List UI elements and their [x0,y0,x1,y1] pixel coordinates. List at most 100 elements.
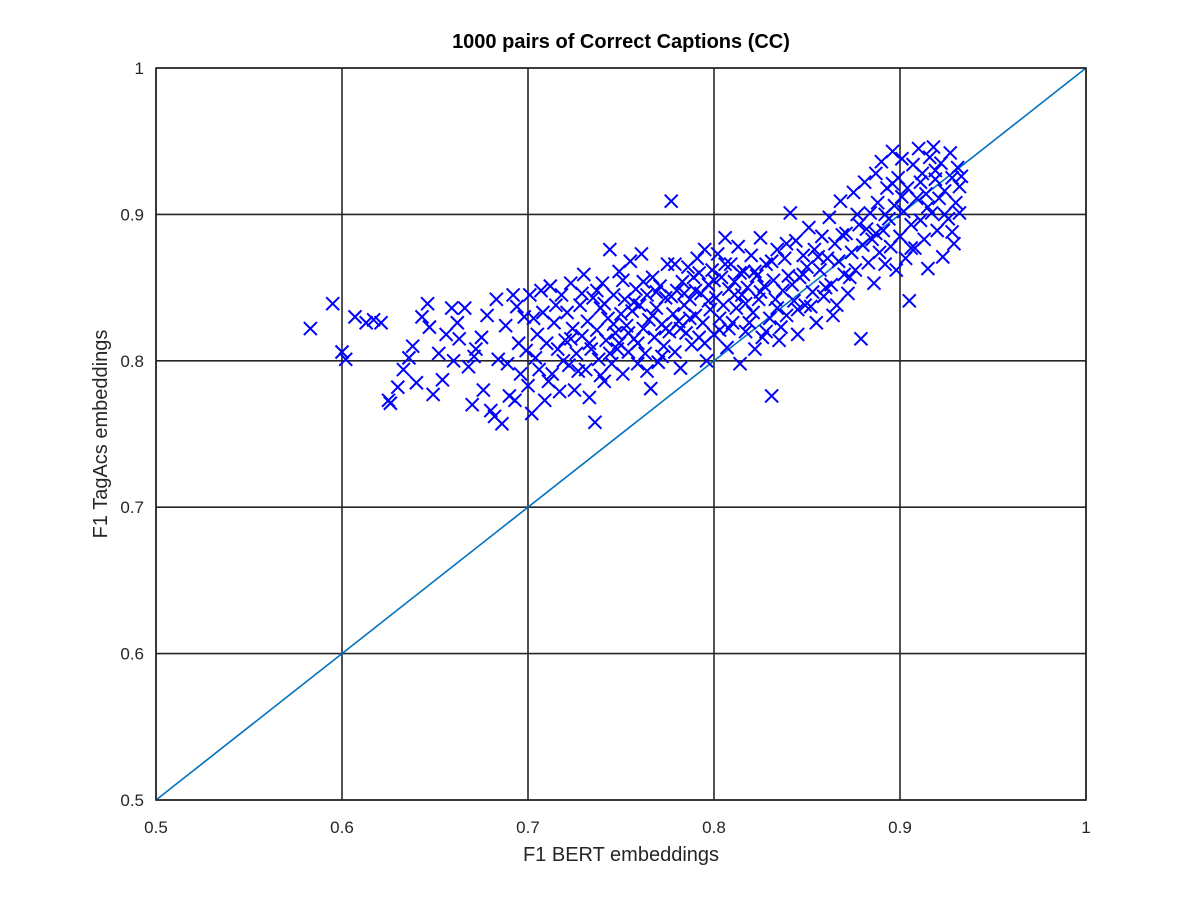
data-point [797,297,813,313]
data-point [444,300,459,316]
data-point [948,195,964,210]
data-point [572,297,588,313]
data-point [831,254,846,269]
data-point [665,306,681,322]
data-point [807,242,822,257]
data-point [913,213,928,228]
data-point [557,333,573,348]
data-point [790,302,805,317]
data-point [574,286,590,301]
data-point [682,311,698,326]
x-tick-label: 0.5 [144,818,168,837]
data-point [489,292,504,307]
data-point [691,265,707,281]
data-point [513,366,528,382]
data-point [598,333,614,348]
data-point [857,174,872,190]
data-point [643,381,658,396]
data-point [771,333,787,348]
data-point [491,352,506,367]
data-point [507,393,523,408]
data-point [645,308,660,323]
data-point [476,382,491,398]
data-point [935,249,950,265]
data-point [451,331,467,347]
data-point [597,296,612,311]
data-point [743,248,759,263]
data-point [944,224,960,240]
data-point [717,256,733,272]
data-point [922,150,937,165]
data-point [736,264,751,279]
data-point [624,303,640,319]
data-point [863,205,878,221]
data-point [710,246,725,262]
data-point [677,286,692,301]
data-point [738,296,753,311]
data-point [623,254,638,269]
data-point [937,207,952,222]
data-point [764,388,779,404]
data-point [602,242,618,257]
data-point [675,274,690,289]
data-point [740,280,755,295]
data-point [902,293,917,308]
data-point [505,287,521,303]
data-point [461,359,476,374]
data-point [833,194,848,209]
data-point [554,287,569,303]
data-point [727,287,742,303]
data-point [786,293,802,308]
data-point [543,278,558,294]
data-point [556,353,571,369]
data-point [338,352,353,367]
data-point [673,360,688,376]
data-point [918,186,934,202]
data-point [334,344,350,360]
data-point [567,382,582,398]
data-point [855,237,871,253]
data-point [593,368,608,383]
x-axis-label: F1 BERT embeddings [523,844,719,866]
data-point [818,280,833,295]
data-point [717,230,733,246]
data-point [589,283,605,298]
data-point [779,308,794,323]
data-point [576,267,592,282]
data-point [634,246,649,262]
data-point [838,226,854,241]
data-point [450,315,465,330]
data-point [829,297,844,313]
data-point [585,290,601,306]
x-tick-label: 0.9 [888,818,912,837]
data-point [582,336,597,351]
data-point [738,324,753,339]
data-point [546,315,562,330]
data-point [747,341,763,357]
data-point [697,336,712,351]
data-point [926,139,941,155]
y-tick-labels: 0.5 0.6 0.7 0.8 0.9 1 [120,59,144,810]
axes-frame [155,67,1087,801]
data-point [928,163,943,178]
data-point [518,343,534,358]
data-point [764,254,779,269]
data-point [425,387,441,402]
data-point [916,232,932,247]
data-points [303,139,969,431]
x-tick-label: 0.6 [330,818,354,837]
data-point [853,331,869,347]
data-point [544,366,560,382]
data-point [822,210,837,225]
data-point [383,396,398,411]
x-tick-labels: 0.5 0.6 0.7 0.8 0.9 1 [144,818,1091,837]
data-point [844,245,859,260]
data-point [435,372,450,388]
data-point [753,284,768,300]
data-point [587,415,603,430]
data-point [626,295,642,310]
data-point [892,229,908,244]
data-point [658,290,673,306]
data-point [664,289,679,304]
data-point [732,356,748,371]
